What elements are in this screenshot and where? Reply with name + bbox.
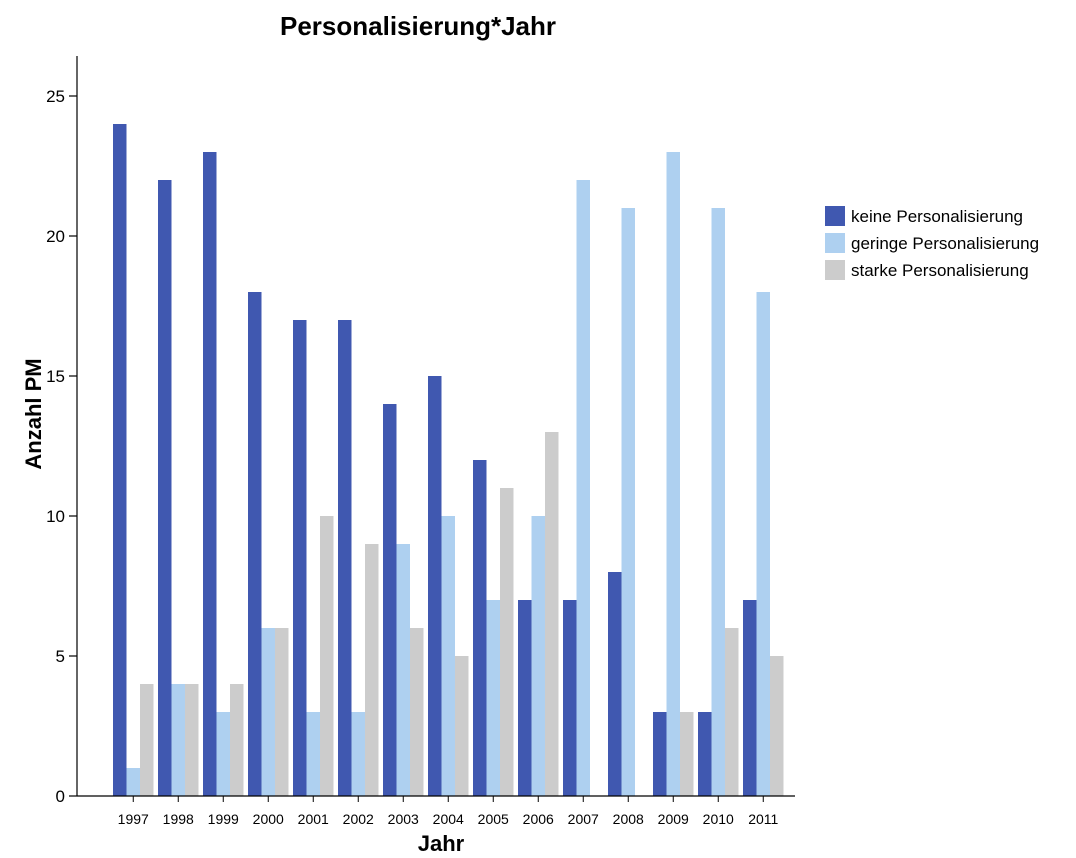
bar-2006-s2 [545,432,559,796]
legend-label: keine Personalisierung [851,207,1023,226]
bar-2003-s1 [396,544,410,796]
x-tick-label: 2011 [748,811,778,827]
bar-2010-s2 [725,628,739,796]
legend: keine Personalisierung geringe Personalis… [825,206,1039,280]
x-tick-label: 1997 [118,811,149,827]
bar-2009-s0 [653,712,667,796]
bar-2000-s2 [275,628,289,796]
x-tick-label: 2000 [253,811,284,827]
bar-1999-s1 [216,712,230,796]
bar-2001-s2 [320,516,334,796]
x-tick-label: 2009 [658,811,689,827]
bar-2003-s2 [410,628,424,796]
x-tick-label: 2001 [298,811,329,827]
bar-2005-s0 [473,460,487,796]
x-tick-label: 2004 [433,811,464,827]
bar-2000-s0 [248,292,262,796]
bar-2009-s2 [680,712,694,796]
bar-1997-s1 [126,768,140,796]
x-axis-ticks: 1997 1998 1999 2000 2001 2002 2003 2004 2005 2006… [118,796,779,827]
bar-2007-s0 [563,600,577,796]
bar-2003-s0 [383,404,397,796]
x-tick-label: 2006 [523,811,554,827]
bar-2001-s0 [293,320,307,796]
bar-2000-s1 [261,628,275,796]
bar-2010-s1 [711,208,725,796]
bar-2005-s2 [500,488,514,796]
bar-2005-s1 [486,600,500,796]
bar-1997-s0 [113,124,127,796]
legend-swatch [825,260,845,280]
y-tick-label: 10 [46,507,65,526]
legend-swatch [825,233,845,253]
bar-2006-s1 [531,516,545,796]
bar-2002-s1 [351,712,365,796]
x-tick-label: 2003 [388,811,419,827]
x-axis-title: Jahr [418,831,465,856]
y-tick-label: 25 [46,87,65,106]
y-tick-label: 5 [56,647,65,666]
bar-2002-s2 [365,544,379,796]
bar-2010-s0 [698,712,712,796]
bar-2008-s0 [608,572,622,796]
bar-1997-s2 [140,684,154,796]
bar-1999-s2 [230,684,244,796]
y-tick-label: 15 [46,367,65,386]
bar-1998-s0 [158,180,172,796]
x-tick-label: 2002 [343,811,374,827]
x-tick-label: 2008 [613,811,644,827]
x-tick-label: 1998 [163,811,194,827]
bar-2011-s0 [743,600,757,796]
bar-2002-s0 [338,320,352,796]
legend-swatch [825,206,845,226]
legend-label: starke Personalisierung [851,261,1029,280]
bar-2007-s1 [576,180,590,796]
chart-title: Personalisierung*Jahr [280,11,556,41]
y-axis-ticks: 0 5 10 15 20 25 [46,87,77,806]
y-axis-title: Anzahl PM [21,358,46,469]
bars-layer [113,124,784,796]
x-tick-label: 2010 [703,811,734,827]
x-tick-label: 2005 [478,811,509,827]
bar-1999-s0 [203,152,217,796]
bar-2009-s1 [666,152,680,796]
bar-2004-s0 [428,376,442,796]
legend-label: geringe Personalisierung [851,234,1039,253]
bar-2001-s1 [306,712,320,796]
bar-1998-s2 [185,684,199,796]
y-tick-label: 0 [56,787,65,806]
bar-2011-s1 [756,292,770,796]
x-tick-label: 2007 [568,811,599,827]
y-tick-label: 20 [46,227,65,246]
bar-1998-s1 [171,684,185,796]
bar-2006-s0 [518,600,532,796]
bar-2008-s1 [621,208,635,796]
bar-2004-s1 [441,516,455,796]
bar-2004-s2 [455,656,469,796]
x-tick-label: 1999 [208,811,239,827]
bar-2011-s2 [770,656,784,796]
